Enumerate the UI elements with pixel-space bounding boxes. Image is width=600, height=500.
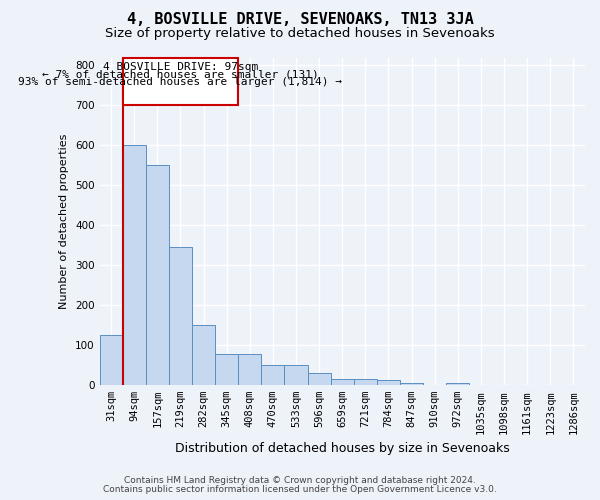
Text: Contains public sector information licensed under the Open Government Licence v3: Contains public sector information licen… [103, 485, 497, 494]
Text: Contains HM Land Registry data © Crown copyright and database right 2024.: Contains HM Land Registry data © Crown c… [124, 476, 476, 485]
Bar [400, 382, 423, 385]
Bar [238, 354, 262, 385]
Bar [146, 166, 169, 385]
Bar [122, 146, 146, 385]
Bar [262, 365, 284, 385]
Bar [100, 335, 122, 385]
Bar [169, 247, 192, 385]
Bar [446, 382, 469, 385]
Text: 93% of semi-detached houses are larger (1,814) →: 93% of semi-detached houses are larger (… [19, 78, 343, 88]
Bar [331, 379, 354, 385]
Bar [354, 379, 377, 385]
Text: Size of property relative to detached houses in Sevenoaks: Size of property relative to detached ho… [105, 28, 495, 40]
Bar [192, 325, 215, 385]
Text: 4, BOSVILLE DRIVE, SEVENOAKS, TN13 3JA: 4, BOSVILLE DRIVE, SEVENOAKS, TN13 3JA [127, 12, 473, 28]
X-axis label: Distribution of detached houses by size in Sevenoaks: Distribution of detached houses by size … [175, 442, 509, 455]
Text: ← 7% of detached houses are smaller (131): ← 7% of detached houses are smaller (131… [42, 70, 319, 80]
Text: 4 BOSVILLE DRIVE: 97sqm: 4 BOSVILLE DRIVE: 97sqm [103, 62, 258, 72]
Bar [284, 365, 308, 385]
Y-axis label: Number of detached properties: Number of detached properties [59, 134, 70, 309]
Bar [377, 380, 400, 385]
Bar [215, 354, 238, 385]
Bar [308, 373, 331, 385]
FancyBboxPatch shape [122, 58, 238, 106]
